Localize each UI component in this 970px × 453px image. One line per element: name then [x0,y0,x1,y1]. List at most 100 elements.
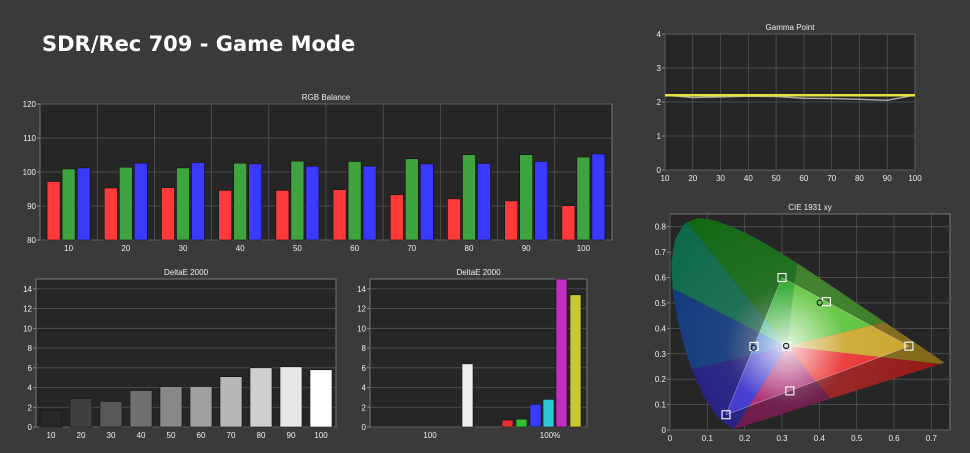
y-tick-label: 10 [23,324,32,333]
x-tick-label: 40 [744,174,753,183]
deltae-bar [129,390,153,428]
bar-green [576,156,591,241]
x-tick-label: 100 [577,244,591,253]
x-tick-label: 10 [64,244,73,253]
x-tick-label: 40 [236,244,245,253]
y-tick-label: 0 [362,423,367,432]
deltae-bar [69,398,93,428]
deltae-bar [159,386,183,428]
y-tick-label: 0.1 [655,401,667,410]
deltae-bar-yellow [569,294,582,428]
bar-green [119,166,133,241]
x-tick-label: 0.5 [851,434,863,443]
y-tick-label: 8 [28,344,33,353]
target-marker-blue [721,410,731,420]
rgb-balance-chart: RGB Balance 80 90 100 110 120 10 20 30 40 50 60 70 80… [23,93,613,253]
x-tick-label: 30 [179,244,188,253]
bar-red [389,194,404,241]
bar-red [104,187,118,241]
bar-blue [477,163,491,241]
bar-red [332,189,347,241]
bar-green [233,162,247,241]
measured-point-white [782,342,790,350]
y-tick-label: 2 [657,98,662,107]
bar-green [347,161,362,241]
deltae-bar-red [501,419,514,428]
x-tick-label: 50 [293,244,302,253]
y-tick-label: 0 [657,166,662,175]
x-tick-label: 60 [197,431,206,440]
x-tick-label: 90 [883,174,892,183]
x-tick-label: 100 [314,431,328,440]
gamma-point-chart: Gamma Point 0 1 2 3 4 10 20 30 40 50 60 70 80 90 100 [657,23,923,183]
bar-blue [362,165,377,241]
y-tick-label: 4 [657,30,662,39]
y-tick-label: 90 [27,202,36,211]
y-tick-label: 10 [357,324,366,333]
y-tick-label: 110 [23,134,36,143]
y-tick-label: 6 [362,364,367,373]
measured-point-cyan [750,344,757,351]
page-title: SDR/Rec 709 - Game Mode [42,32,356,56]
y-tick-label: 2 [362,403,367,412]
bar-blue [534,161,549,241]
y-tick-label: 100 [23,168,37,177]
x-tick-label: 20 [688,174,697,183]
x-tick-label: 70 [227,431,236,440]
deltae-grayscale-chart: DeltaE 2000 0 2 4 6 8 10 12 14 10 20 30 40 50 60 70 80 90… [23,268,337,440]
y-tick-label: 0.6 [655,274,667,283]
x-tick-label: 0.2 [739,434,751,443]
x-tick-label: 10 [47,431,56,440]
x-tick-label: 40 [137,431,146,440]
x-tick-label: 70 [407,244,416,253]
x-tick-label: 60 [799,174,808,183]
plot-area [369,278,588,428]
y-tick-label: 12 [23,305,32,314]
bar-blue [191,162,205,241]
y-tick-label: 3 [657,64,662,73]
y-tick-label: 4 [362,384,367,393]
outside-gamut-shade [671,218,945,429]
y-tick-label: 14 [23,285,32,294]
x-tick-label: 0 [668,434,673,443]
x-tick-label: 0.7 [926,434,938,443]
bar-red [161,187,175,241]
y-tick-label: 80 [27,236,36,245]
deltae-bar-cyan [542,399,555,428]
x-tick-label: 90 [287,431,296,440]
x-tick-label: 0.1 [702,434,714,443]
measured-point-yellow [816,299,823,306]
bar-green [176,167,190,241]
deltae-bar [309,369,333,428]
bar-blue [305,165,320,241]
bar-blue [591,153,606,241]
y-tick-label: 0.7 [655,248,667,257]
deltae-bar-green [515,418,528,428]
x-tick-label: 80 [465,244,474,253]
x-tick-label: 100 [908,174,922,183]
x-tick-label: 90 [522,244,531,253]
x-tick-label: 20 [121,244,130,253]
y-tick-label: 2 [28,403,33,412]
target-marker-red [904,341,914,351]
bar-blue [248,163,262,241]
target-marker-green [777,272,787,283]
deltae-bar [279,366,303,428]
bar-red [561,205,576,241]
y-tick-label: 6 [28,364,33,373]
y-tick-label: 0.4 [655,324,667,333]
gamma-line-measured [664,94,916,102]
chart-title: RGB Balance [302,93,351,102]
x-tick-label: 80 [257,431,266,440]
bar-blue [419,163,434,241]
x-tick-label: 50 [772,174,781,183]
x-tick-label: 70 [827,174,836,183]
bar-green [404,158,419,241]
deltae-bar-blue [529,404,542,428]
bar-green [462,154,476,241]
x-tick-label: 100 [423,431,437,440]
bar-red [275,190,290,241]
bar-blue [76,167,91,241]
deltae-bar-magenta [555,278,568,428]
bar-green [290,160,305,241]
